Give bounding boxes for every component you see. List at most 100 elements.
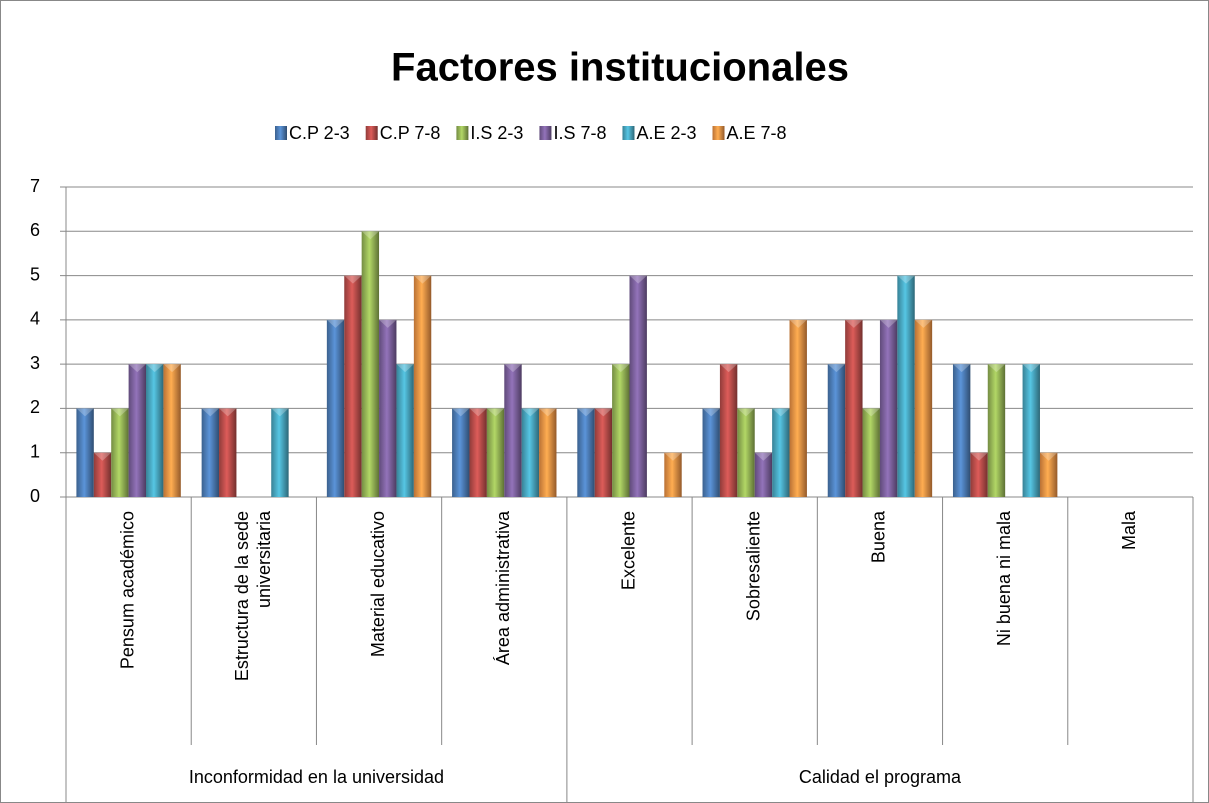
bar-cap [970,452,988,461]
bar [1039,452,1058,497]
x-tick-label: Excelente [618,511,638,590]
bar [862,408,880,497]
bar [379,319,397,497]
bar-cap [271,408,289,417]
bar-cap [452,408,470,417]
bar-cap [396,364,414,373]
bar [664,452,682,497]
legend-swatch [622,126,635,140]
x-tick-label: Estructura de la sede universitaria [232,510,274,681]
y-tick-label: 6 [30,220,40,240]
bar [577,408,595,497]
bar-cap [702,408,720,417]
bar [344,275,362,497]
bar-cap [163,364,181,373]
bar-cap [612,364,630,373]
y-tick-label: 3 [30,353,40,373]
legend-label: C.P 7-8 [380,123,441,143]
bar [702,408,720,497]
x-tick-label: Mala [1119,510,1139,550]
bar-cap [594,408,613,417]
bar-cap [201,408,220,417]
bar [504,364,522,497]
bar [845,319,863,497]
bar-cap [521,408,540,417]
legend-swatch [275,126,287,140]
bar-cap [754,452,773,461]
bar-cap [737,408,755,417]
bar [772,408,790,497]
legend-label: A.E 7-8 [727,123,787,143]
bar-cap [1022,364,1040,373]
bar-cap [379,319,397,328]
legend-swatch [539,126,552,140]
bar-cap [845,319,863,328]
y-tick-label: 0 [30,486,40,506]
bar [789,319,807,497]
legend-swatch [712,126,725,140]
bar-cap [539,408,557,417]
bar [1022,364,1040,497]
bar [271,408,289,497]
bar [754,452,773,497]
bar-cap [577,408,595,417]
bar [970,452,988,497]
bar-cap [326,319,345,328]
legend-swatch [456,126,469,140]
x-tick-label: Material educativo [368,511,388,657]
bar [413,275,432,497]
bar [452,408,470,497]
bar-cap [111,408,129,417]
bar [879,319,898,497]
bar [486,408,505,497]
bar-cap [93,452,112,461]
bar-cap [469,408,487,417]
bar [146,364,164,497]
bar-cap [952,364,971,373]
bar-cap [76,408,94,417]
bar-cap [413,275,432,284]
bar [612,364,630,497]
bar [521,408,540,497]
bar [594,408,613,497]
x-tick-label: Área administrativa [493,510,513,665]
bar-cap [128,364,147,373]
y-tick-label: 4 [30,309,40,329]
bar [914,319,933,497]
bar [219,408,237,497]
bar-cap [719,364,738,373]
bar [897,275,915,497]
bar-cap [827,364,846,373]
bar [201,408,220,497]
bar-cap [914,319,933,328]
bar [539,408,557,497]
y-tick-label: 1 [30,441,40,461]
x-tick-label: Pensum académico [117,511,137,669]
bar-cap [1039,452,1058,461]
y-tick-label: 2 [30,397,40,417]
bar-cap [789,319,807,328]
bar [76,408,94,497]
bar-cap [664,452,682,461]
legend-swatch [365,126,378,140]
bar-cap [862,408,880,417]
bar-cap [772,408,790,417]
bar [128,364,147,497]
bar-cap [219,408,237,417]
group-label: Calidad el programa [799,767,962,787]
bar-cap [486,408,505,417]
group-label: Inconformidad en la universidad [189,767,444,787]
bar [396,364,414,497]
bar [361,231,380,498]
bar-cap [897,275,915,284]
bar [952,364,971,497]
y-tick-label: 7 [30,176,40,196]
bar-cap [361,231,380,240]
bar [163,364,181,497]
bar [93,452,112,497]
bar [469,408,487,497]
bar [326,319,345,497]
bar [629,275,647,497]
bar [987,364,1006,497]
